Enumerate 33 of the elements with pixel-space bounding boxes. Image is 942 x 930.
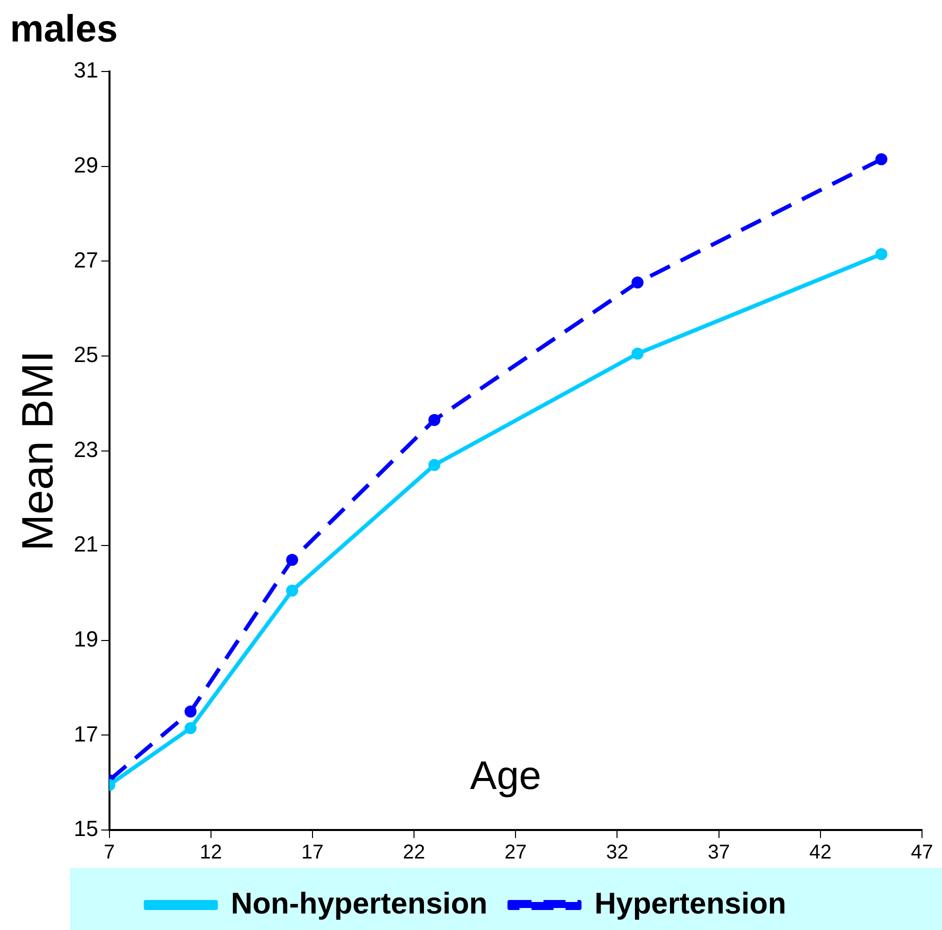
x-tick-label: 32 (606, 842, 628, 864)
point (428, 459, 440, 472)
x-tick-label: 7 (104, 842, 115, 864)
y-tick-label: 29 (74, 152, 98, 178)
x-tick-label: 27 (504, 842, 527, 864)
x-tick-label: 12 (200, 842, 222, 864)
point (632, 276, 644, 289)
chart-title: males (10, 8, 118, 50)
legend-label: Non-hypertension (230, 887, 488, 920)
y-axis-title: Mean BMI (14, 350, 63, 552)
x-tick-label: 22 (402, 842, 426, 864)
point (875, 153, 888, 166)
y-tick-label: 19 (74, 626, 98, 652)
y-tick-label: 25 (74, 342, 98, 368)
x-tick-label: 37 (708, 842, 730, 864)
y-tick-label: 23 (74, 436, 98, 462)
point (632, 348, 644, 360)
y-tick-label: 31 (74, 58, 98, 83)
y-tick-label: 27 (74, 247, 98, 272)
x-tick-label: 42 (809, 842, 832, 864)
legend-label: Hypertension (594, 887, 786, 920)
x-axis-title: Age (470, 754, 542, 798)
point (428, 414, 440, 426)
y-tick-label: 15 (74, 816, 98, 842)
y-tick-label: 17 (74, 721, 98, 746)
point (286, 584, 298, 597)
point (184, 722, 197, 734)
x-tick-label: 17 (301, 842, 324, 864)
point (184, 706, 197, 718)
point (875, 248, 888, 260)
y-tick-label: 21 (74, 532, 98, 557)
x-tick-label: 47 (910, 842, 934, 864)
point (286, 554, 298, 566)
